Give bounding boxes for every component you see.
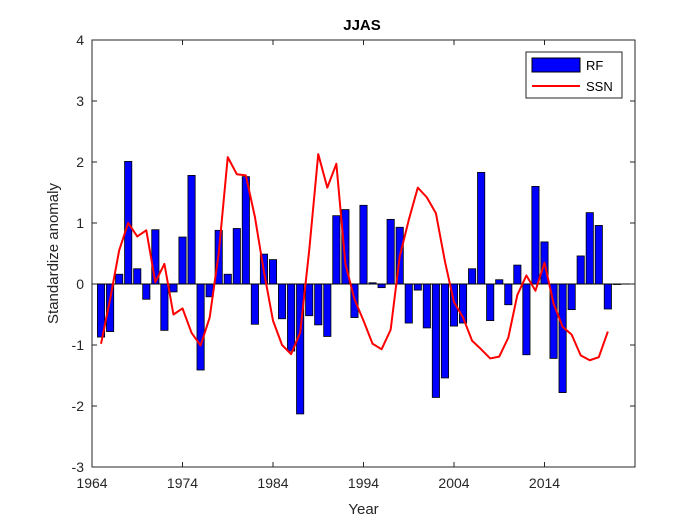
rf-bar [178, 236, 187, 285]
rf-bar [594, 225, 603, 285]
rf-bar [323, 283, 332, 337]
x-axis-label: Year [348, 501, 378, 518]
y-tick-label: 2 [76, 154, 84, 170]
y-tick-label: 4 [76, 32, 84, 48]
rf-bar [486, 283, 495, 321]
rf-bar [440, 283, 449, 379]
y-tick-label: 0 [76, 276, 84, 292]
legend-ssn-label: SSN [586, 79, 613, 94]
rf-bar [422, 283, 431, 329]
y-tick-label: -1 [72, 337, 85, 353]
rf-bar [513, 264, 522, 285]
rf-bar [314, 283, 323, 326]
axis-ticks: 1964 1974 1984 1994 2004 2014 -3 -2 -1 0 1 2 3 4 [72, 32, 635, 491]
legend-rf-label: RF [586, 58, 603, 73]
y-tick-label: 3 [76, 93, 84, 109]
x-tick-label: 1984 [257, 475, 288, 491]
rf-bar [603, 283, 612, 310]
rf-bar [187, 175, 196, 285]
rf-bar [287, 283, 296, 352]
rf-bar [431, 283, 440, 398]
rf-bar [504, 283, 513, 306]
rf-bar [332, 215, 341, 285]
rf-bar [232, 228, 241, 285]
rf-bar [477, 171, 486, 285]
chart-title: JJAS [343, 17, 381, 34]
rf-bar [386, 218, 395, 285]
rf-bar [377, 283, 386, 289]
x-tick-label: 1974 [167, 475, 198, 491]
y-tick-label: -2 [72, 398, 85, 414]
x-tick-label: 2004 [438, 475, 469, 491]
rf-bar [278, 283, 287, 320]
rf-bar [223, 273, 232, 285]
ssn-line-group [100, 153, 609, 362]
x-tick-label: 2014 [529, 475, 560, 491]
rf-bar [576, 255, 585, 285]
rf-bar [115, 273, 124, 285]
rf-bar [133, 268, 142, 285]
rf-bar [241, 176, 250, 285]
y-axis-label: Standardize anomaly [45, 183, 62, 324]
x-tick-label: 1964 [76, 475, 107, 491]
ssn-line [100, 153, 609, 362]
rf-bar [495, 279, 504, 285]
legend-rf-swatch [531, 57, 581, 73]
rf-bar [196, 283, 205, 371]
rf-bar [468, 268, 477, 285]
rf-bar [359, 204, 368, 285]
rf-bar [413, 283, 422, 291]
rf-bar [404, 283, 413, 324]
y-tick-label: 1 [76, 215, 84, 231]
y-tick-label: -3 [72, 459, 85, 475]
rf-bar [250, 283, 259, 325]
x-tick-label: 1994 [348, 475, 379, 491]
rf-bar [567, 283, 576, 311]
rf-bar [585, 212, 594, 285]
rf-bar [169, 283, 178, 293]
rf-bar [268, 259, 278, 285]
legend: RF SSN [525, 51, 623, 99]
rf-bar [522, 283, 531, 356]
rf-bar [160, 283, 169, 331]
rf-bar [531, 185, 540, 285]
rf-bar [558, 283, 567, 393]
rf-bar [142, 283, 151, 300]
rf-bar [305, 283, 314, 317]
